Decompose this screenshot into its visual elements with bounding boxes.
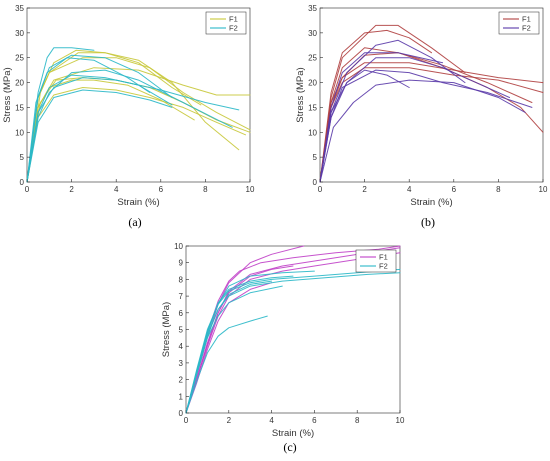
x-tick-label: 6 — [159, 185, 164, 194]
y-tick-label: 25 — [308, 54, 317, 63]
series-line-3-11 — [185, 275, 294, 414]
legend-label: F2 — [229, 24, 238, 33]
y-axis-label: Stress (MPa) — [2, 67, 13, 122]
x-axis-label: Strain (%) — [410, 197, 452, 208]
y-tick-label: 0 — [313, 178, 318, 187]
x-tick-label: 6 — [452, 185, 457, 194]
x-tick-label: 8 — [496, 185, 501, 194]
chart-panel-2: 0 2 4 6 8 10 0 5 10 15 20 25 30 35 Strain (%) Stress (M… — [295, 4, 548, 229]
series-line-1-14 — [26, 89, 173, 183]
series-line-3-5 — [185, 282, 273, 414]
y-tick-label: 0 — [179, 409, 184, 418]
y-tick-label: 20 — [308, 79, 317, 88]
legend-label: F1 — [522, 15, 531, 24]
series-line-1-6 — [26, 52, 240, 183]
x-tick-label: 2 — [362, 185, 367, 194]
x-axis-label: Strain (%) — [272, 428, 314, 439]
x-tick-label: 10 — [539, 185, 548, 194]
x-tick-label: 2 — [69, 185, 74, 194]
series-line-2-10 — [319, 52, 444, 183]
series-line-1-13 — [26, 69, 233, 183]
y-axis-label: Stress (MPa) — [161, 302, 172, 357]
legend-label: F2 — [522, 24, 531, 33]
panel-label: (a) — [128, 215, 141, 229]
legend-box — [498, 11, 540, 35]
y-tick-label: 1 — [179, 392, 184, 401]
y-tick-label: 5 — [20, 153, 25, 162]
chart-panel-1: 0 2 4 6 8 10 0 5 10 15 20 25 30 35 Strain (%) Stress (M… — [2, 4, 255, 229]
series-line-3-6 — [185, 247, 401, 414]
y-tick-label: 35 — [308, 4, 317, 13]
legend-box — [355, 249, 397, 273]
y-tick-label: 4 — [179, 342, 184, 351]
x-tick-label: 4 — [114, 185, 119, 194]
y-axis-label: Stress (MPa) — [295, 67, 306, 122]
y-tick-label: 15 — [15, 103, 24, 112]
panel-label: (b) — [421, 215, 435, 229]
x-tick-label: 8 — [355, 416, 360, 425]
y-tick-label: 7 — [179, 292, 184, 301]
legend-box — [205, 11, 247, 35]
x-tick-label: 10 — [246, 185, 255, 194]
x-tick-label: 8 — [203, 185, 208, 194]
x-tick-label: 4 — [407, 185, 412, 194]
x-tick-label: 0 — [184, 416, 189, 425]
y-tick-label: 30 — [308, 29, 317, 38]
x-tick-label: 0 — [318, 185, 323, 194]
y-tick-label: 35 — [15, 4, 24, 13]
y-tick-label: 5 — [313, 153, 318, 162]
y-tick-label: 2 — [179, 376, 184, 385]
y-tick-label: 10 — [15, 128, 24, 137]
x-tick-label: 6 — [312, 416, 317, 425]
series-line-2-1 — [319, 29, 432, 183]
legend-label: F2 — [379, 262, 388, 271]
plot-area — [319, 7, 544, 183]
y-tick-label: 9 — [179, 259, 184, 268]
y-tick-label: 25 — [15, 54, 24, 63]
series-line-2-9 — [319, 69, 410, 183]
legend-label: F1 — [379, 253, 388, 262]
series-line-2-4 — [319, 62, 544, 183]
x-tick-label: 10 — [396, 416, 405, 425]
x-tick-label: 4 — [269, 416, 274, 425]
series-line-3-13 — [185, 272, 401, 414]
series-line-3-12 — [185, 315, 268, 414]
series-line-1-10 — [26, 57, 151, 183]
x-tick-label: 0 — [25, 185, 30, 194]
series-line-1-8 — [26, 47, 95, 183]
plot-area — [185, 245, 401, 414]
chart-panel-3: 0 2 4 6 8 10 0 1 2 3 4 5 6 7 8 9 10 Strain (%) Stress (MPa… — [161, 242, 405, 454]
x-tick-label: 2 — [227, 416, 232, 425]
series-line-1-12 — [26, 77, 240, 183]
y-tick-label: 3 — [179, 359, 184, 368]
series-line-2-12 — [319, 79, 526, 183]
y-tick-label: 8 — [179, 275, 184, 284]
legend-label: F1 — [229, 15, 238, 24]
panel-label: (c) — [283, 440, 296, 454]
series-line-1-7 — [26, 87, 246, 183]
y-tick-label: 30 — [15, 29, 24, 38]
y-tick-label: 6 — [179, 309, 184, 318]
y-tick-label: 20 — [15, 79, 24, 88]
y-tick-label: 5 — [179, 326, 184, 335]
y-tick-label: 0 — [20, 178, 25, 187]
y-tick-label: 15 — [308, 103, 317, 112]
y-tick-label: 10 — [308, 128, 317, 137]
y-tick-label: 10 — [174, 242, 183, 251]
x-axis-label: Strain (%) — [117, 197, 159, 208]
series-line-2-2 — [319, 24, 466, 183]
